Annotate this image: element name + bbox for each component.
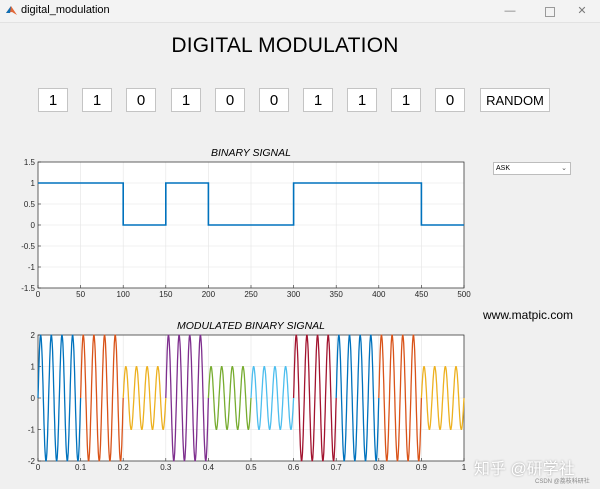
modulated-ytick-label: -1 (28, 426, 36, 435)
binary-xtick-label: 250 (244, 290, 258, 299)
modulated-title: MODULATED BINARY SIGNAL (177, 320, 325, 332)
modulation-select[interactable]: ASK ⌄ (493, 162, 571, 175)
bit-button-7[interactable]: 1 (303, 88, 333, 112)
csdn-watermark: CSDN @荔枝科研社 (535, 479, 590, 485)
modulated-xtick-label: 0.3 (160, 463, 172, 472)
modulated-xtick-label: 0.2 (118, 463, 130, 472)
bit-button-1[interactable]: 1 (38, 88, 68, 112)
modulated-segment-6 (250, 366, 295, 430)
maximize-icon (545, 7, 555, 17)
binary-ytick-label: -0.5 (21, 242, 35, 251)
random-button[interactable]: RANDOM (480, 88, 550, 112)
watermark: 知乎 @研学社 (474, 461, 575, 478)
page-title: DIGITAL MODULATION (171, 34, 399, 57)
modulated-xtick-label: 1 (462, 463, 467, 472)
binary-xtick-label: 150 (159, 290, 173, 299)
binary-ytick-label: 1 (31, 179, 36, 188)
modulated-ytick-label: 2 (31, 331, 36, 340)
binary-xtick-label: 200 (202, 290, 216, 299)
binary-xtick-label: 300 (287, 290, 301, 299)
binary-signal-line (38, 182, 464, 226)
binary-xtick-label: 0 (36, 290, 41, 299)
modulated-xtick-label: 0.4 (203, 463, 215, 472)
binary-ytick-label: 1.5 (24, 158, 36, 167)
modulated-segment-4 (165, 334, 210, 462)
window-titlebar: digital_modulation — ✕ (0, 0, 600, 23)
matlab-app-icon (6, 6, 17, 15)
modulated-segment-2 (79, 334, 124, 462)
modulated-segment-8 (335, 334, 380, 462)
modulated-ytick-label: 1 (31, 363, 36, 372)
binary-ytick-label: 0 (31, 221, 36, 230)
bit-button-2[interactable]: 1 (82, 88, 112, 112)
modulated-ytick-label: -2 (28, 457, 36, 466)
chevron-down-icon: ⌄ (561, 165, 567, 172)
modulated-ytick-label: 0 (31, 394, 36, 403)
close-button[interactable]: ✕ (577, 5, 587, 17)
bit-button-9[interactable]: 1 (391, 88, 421, 112)
modulated-segment-10 (420, 366, 465, 430)
modulated-xtick-label: 0.7 (331, 463, 343, 472)
binary-xtick-label: 100 (117, 290, 131, 299)
modulated-xtick-label: 0.6 (288, 463, 300, 472)
modulated-xtick-label: 0.5 (245, 463, 257, 472)
bit-button-6[interactable]: 0 (259, 88, 289, 112)
binary-ytick-label: 0.5 (24, 200, 36, 209)
binary-xtick-label: 450 (415, 290, 429, 299)
modulated-xtick-label: 0 (36, 463, 41, 472)
minimize-button[interactable]: — (504, 5, 516, 17)
modulated-segment-1 (37, 334, 82, 462)
modulated-segment-7 (292, 334, 337, 462)
binary-title: BINARY SIGNAL (211, 147, 291, 159)
bit-button-10[interactable]: 0 (435, 88, 465, 112)
modulation-select-value: ASK (496, 165, 511, 172)
bit-button-4[interactable]: 1 (171, 88, 201, 112)
modulated-segment-3 (122, 366, 167, 430)
binary-ytick-label: -1.5 (21, 284, 35, 293)
binary-ytick-label: -1 (28, 263, 36, 272)
binary-xtick-label: 350 (330, 290, 344, 299)
bit-button-5[interactable]: 0 (215, 88, 245, 112)
binary-xtick-label: 50 (76, 290, 85, 299)
bit-button-3[interactable]: 0 (126, 88, 156, 112)
window-title: digital_modulation (21, 4, 110, 16)
binary-xtick-label: 400 (372, 290, 386, 299)
website-label: www.matpic.com (483, 308, 574, 322)
bit-button-8[interactable]: 1 (347, 88, 377, 112)
modulated-xtick-label: 0.9 (416, 463, 428, 472)
binary-xtick-label: 500 (457, 290, 471, 299)
modulated-xtick-label: 0.8 (373, 463, 385, 472)
maximize-button[interactable] (540, 3, 560, 19)
modulated-segment-5 (207, 366, 252, 430)
modulated-xtick-label: 0.1 (75, 463, 87, 472)
modulated-segment-9 (378, 334, 423, 462)
